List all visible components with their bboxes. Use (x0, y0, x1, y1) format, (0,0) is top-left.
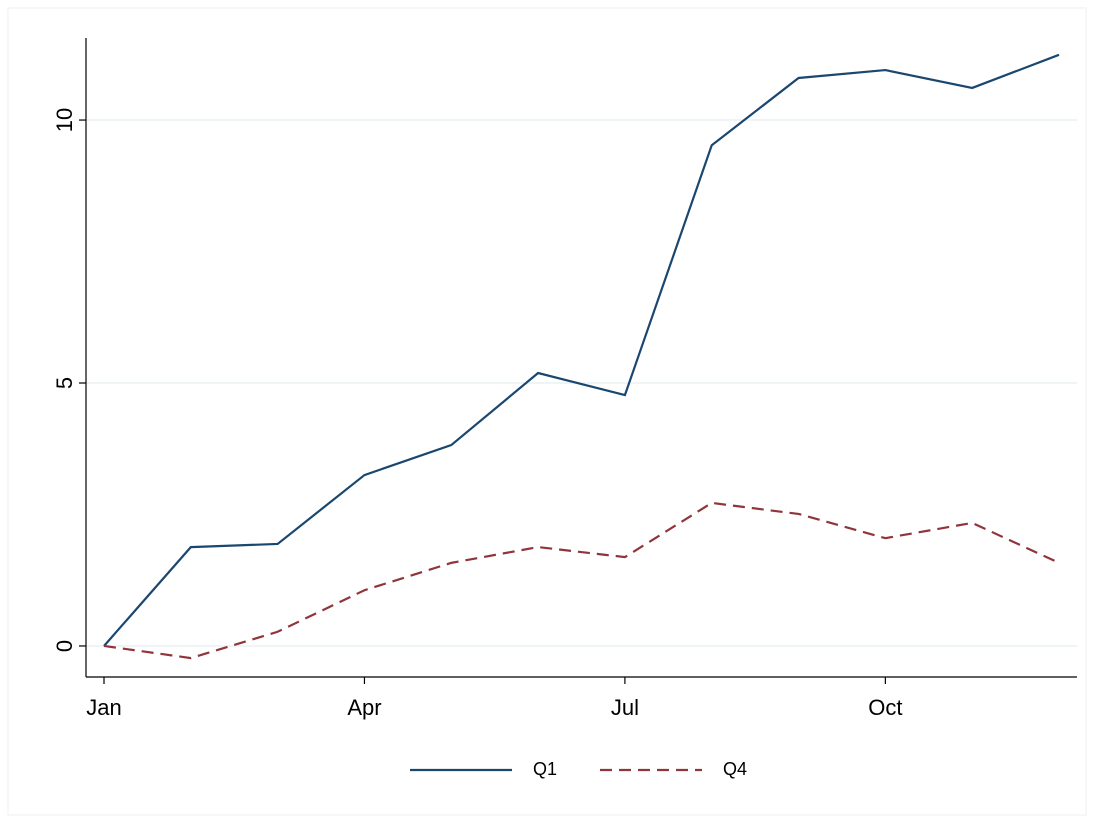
x-tick-label: Apr (347, 695, 381, 720)
line-series (103, 501, 1060, 660)
chart-frame (7, 7, 1087, 816)
y-tick-label: 5 (52, 377, 77, 389)
y-tick-label: 10 (52, 108, 77, 132)
x-tick-label: Oct (868, 695, 902, 720)
legend-label: Q4 (723, 759, 747, 779)
x-tick-label: Jul (611, 695, 639, 720)
x-tick-label: Jan (86, 695, 121, 720)
line-series (103, 53, 1060, 647)
legend-label: Q1 (533, 759, 557, 779)
y-tick-label: 0 (52, 640, 77, 652)
